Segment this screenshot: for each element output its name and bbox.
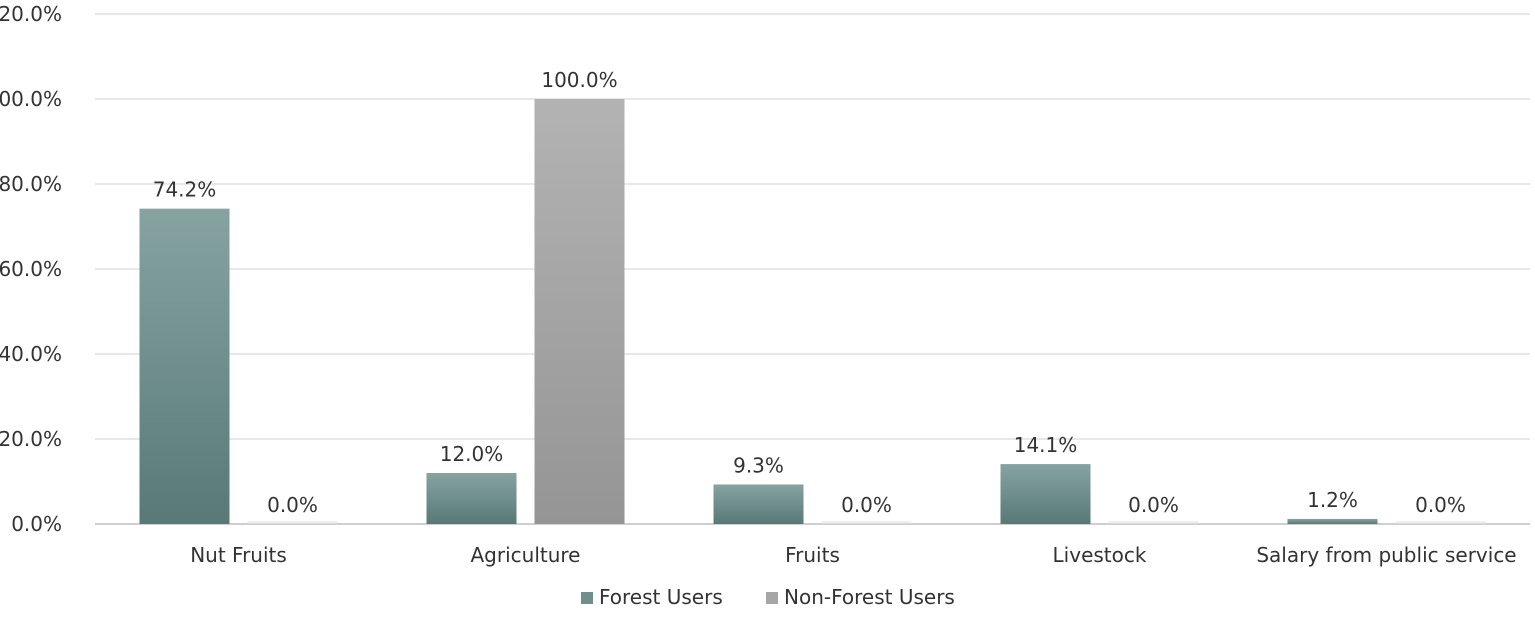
data-label: 0.0% (1128, 493, 1179, 517)
gridlines (95, 13, 1530, 525)
bar-forest-users (139, 208, 230, 524)
data-label: 0.0% (841, 493, 892, 517)
y-tick-label: 0.0% (11, 512, 62, 536)
y-tick-label: 40.0% (0, 342, 62, 366)
x-category-label: Livestock (1053, 543, 1147, 567)
legend: Forest Users Non-Forest Users (581, 585, 955, 609)
data-label: 12.0% (440, 442, 504, 466)
legend-label-non-forest-users: Non-Forest Users (784, 585, 955, 609)
x-category-label: Nut Fruits (190, 543, 287, 567)
x-axis-categories: Nut Fruits Agriculture Fruits Livestock Sala… (190, 543, 1516, 567)
bar-forest-users (713, 484, 804, 524)
y-tick-label: 60.0% (0, 257, 62, 281)
bar-forest-users (1287, 518, 1378, 524)
bar-non-forest-users (1108, 521, 1199, 524)
data-label: 14.1% (1014, 433, 1078, 457)
legend-label-forest-users: Forest Users (599, 585, 723, 609)
bar-non-forest-users (1395, 521, 1486, 524)
y-tick-label: 120.0% (0, 2, 62, 26)
legend-swatch-forest-users (581, 592, 593, 604)
data-label: 0.0% (267, 493, 318, 517)
data-label: 0.0% (1415, 493, 1466, 517)
data-label: 1.2% (1307, 488, 1358, 512)
bar-non-forest-users (534, 99, 625, 524)
bar-forest-users (1000, 464, 1091, 524)
data-labels: 74.2% 0.0% 12.0% 100.0% 9.3% 0.0% 14.1% 0.0% 1.2… (153, 68, 1466, 517)
y-axis-ticks: 0.0% 20.0% 40.0% 60.0% 80.0% 100.0% 120.0% (0, 2, 62, 536)
bars (139, 99, 1486, 524)
x-category-label: Agriculture (471, 543, 581, 567)
legend-swatch-non-forest-users (766, 592, 778, 604)
bar-non-forest-users (247, 521, 338, 524)
bar-non-forest-users (821, 521, 912, 524)
data-label: 100.0% (541, 68, 617, 92)
y-tick-label: 80.0% (0, 172, 62, 196)
data-label: 74.2% (153, 178, 217, 202)
x-category-label: Fruits (785, 543, 840, 567)
data-label: 9.3% (733, 453, 784, 477)
y-tick-label: 100.0% (0, 87, 62, 111)
x-category-label: Salary from public service (1256, 543, 1516, 567)
y-tick-label: 20.0% (0, 427, 62, 451)
bar-forest-users (426, 473, 517, 524)
